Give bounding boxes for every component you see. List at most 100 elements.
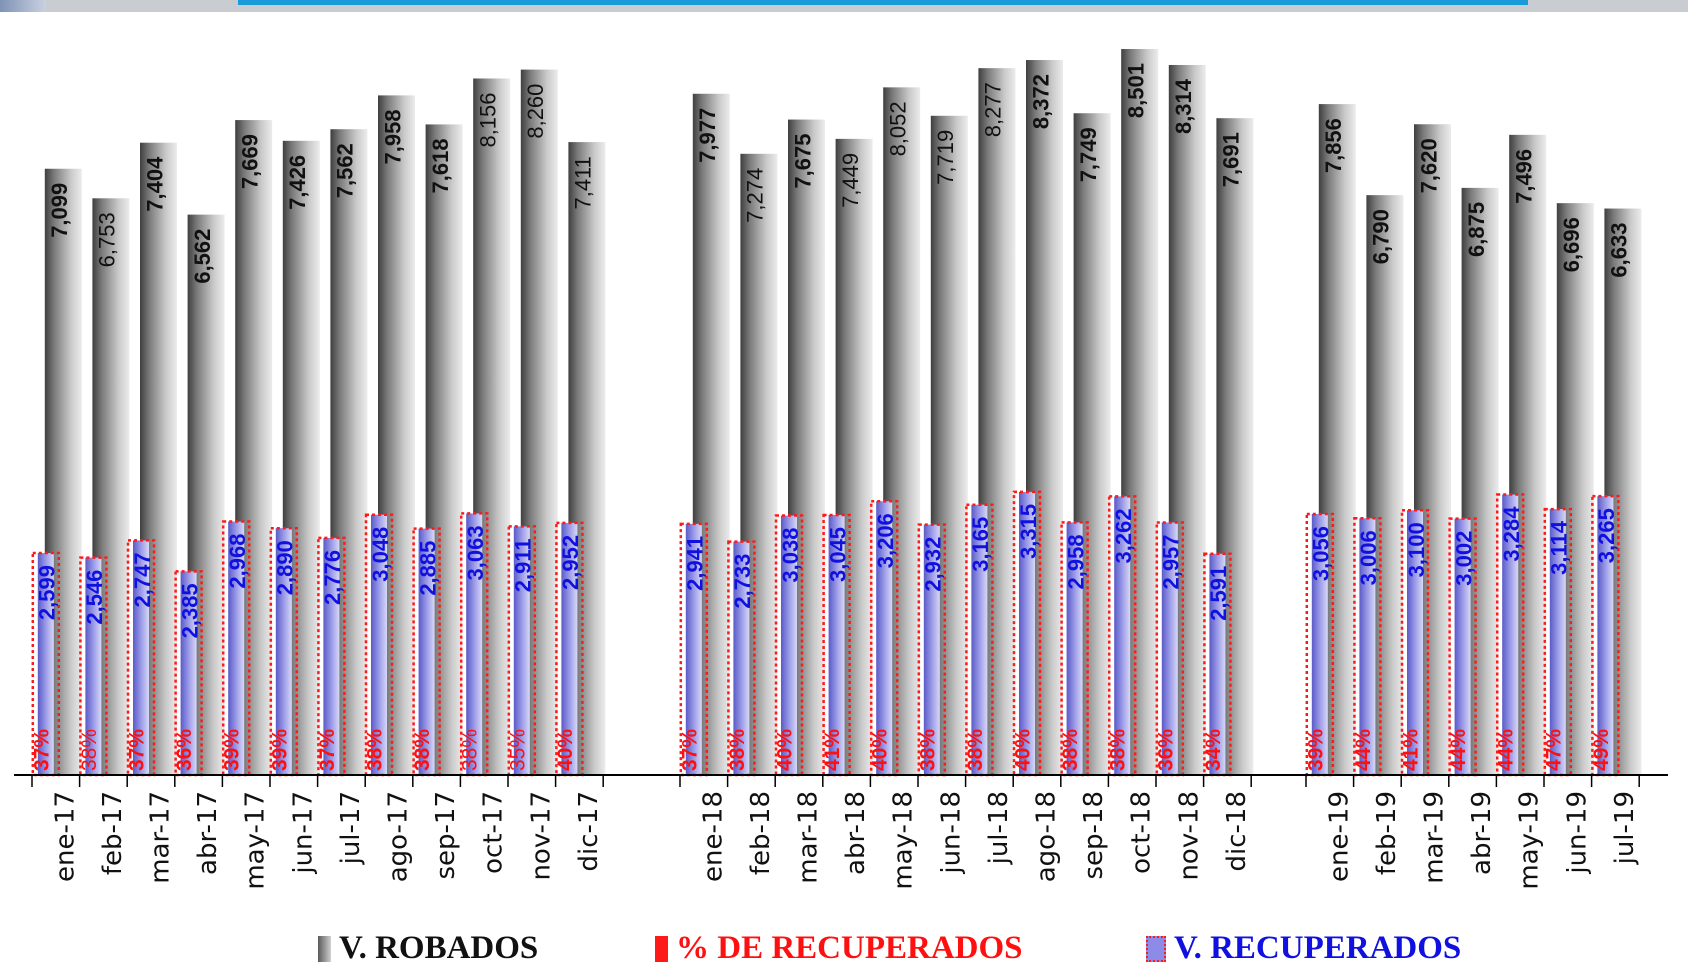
data-label-robados: 7,426 xyxy=(285,155,310,210)
legend-label-robados: V. ROBADOS xyxy=(339,930,539,966)
data-label-robados: 7,618 xyxy=(428,138,453,193)
bar-recuperados xyxy=(1161,522,1178,775)
data-label-pct: 40% xyxy=(774,729,797,771)
data-label-robados: 6,790 xyxy=(1369,209,1394,264)
data-label-pct: 44% xyxy=(1447,729,1470,771)
data-label-robados: 7,411 xyxy=(571,156,596,209)
x-tick-label: jul-17 xyxy=(336,791,366,865)
x-tick-label: sep-18 xyxy=(1079,791,1109,880)
bar-recuperados xyxy=(923,524,940,775)
data-label-recuperados: 3,114 xyxy=(1547,520,1572,575)
data-label-pct: 38% xyxy=(726,729,749,771)
data-label-recuperados: 2,733 xyxy=(730,554,755,609)
bar-recuperados xyxy=(685,523,702,775)
data-label-recuperados: 2,599 xyxy=(35,565,60,620)
x-tick-label: feb-18 xyxy=(746,791,776,875)
bar-recuperados xyxy=(275,528,292,775)
data-label-pct: 38% xyxy=(459,729,482,771)
bar-recuperados xyxy=(1311,514,1328,775)
bar-recuperados-outline xyxy=(221,520,251,777)
data-label-pct: 37% xyxy=(678,729,701,771)
bar-recuperados-outline xyxy=(774,514,804,777)
bars-layer xyxy=(31,49,1642,777)
data-label-recuperados: 2,591 xyxy=(1206,566,1231,621)
data-label-recuperados: 2,958 xyxy=(1063,534,1088,589)
x-tick-label: jun-17 xyxy=(288,791,318,875)
bar-recuperados-outline xyxy=(126,539,156,777)
bar-recuperados xyxy=(876,501,893,775)
data-label-robados: 6,696 xyxy=(1559,217,1584,272)
x-tick-label: mar-17 xyxy=(146,791,176,884)
bar-recuperados xyxy=(1549,509,1566,775)
bar-recuperados-outline xyxy=(269,526,299,777)
legend-swatch-recuperados xyxy=(1146,935,1166,962)
data-label-robados: 8,052 xyxy=(886,101,911,156)
data-label-pct: 39% xyxy=(221,729,244,771)
bar-recuperados xyxy=(828,514,845,775)
data-label-recuperados: 3,063 xyxy=(463,525,488,580)
bar-recuperados-outline xyxy=(555,521,584,777)
data-label-pct: 44% xyxy=(1352,729,1375,771)
x-tick-label: abr-19 xyxy=(1467,791,1497,875)
data-label-recuperados: 3,056 xyxy=(1309,526,1334,581)
data-label-pct: 38% xyxy=(916,729,939,771)
data-label-recuperados: 3,045 xyxy=(825,527,850,582)
data-label-recuperados: 3,038 xyxy=(778,528,803,583)
bar-recuperados-outline xyxy=(364,513,394,777)
data-label-robados: 7,620 xyxy=(1416,138,1441,193)
data-label-recuperados: 2,890 xyxy=(273,540,298,595)
data-label-recuperados: 2,968 xyxy=(225,534,250,589)
bar-recuperados xyxy=(1454,518,1471,775)
data-label-pct: 38% xyxy=(411,729,434,771)
data-label-robados: 7,404 xyxy=(142,156,167,212)
bar-recuperados xyxy=(1019,491,1035,775)
bar-recuperados-outline xyxy=(1107,495,1137,777)
x-tick-label: may-19 xyxy=(1515,791,1545,890)
data-label-robados: 6,562 xyxy=(190,229,215,284)
data-label-recuperados: 3,284 xyxy=(1499,506,1524,562)
data-label-recuperados: 2,957 xyxy=(1159,534,1184,589)
x-tick-label: jul-18 xyxy=(984,791,1014,865)
data-label-recuperados: 2,941 xyxy=(683,536,708,591)
x-tick-label: feb-19 xyxy=(1372,791,1402,875)
data-label-pct: 40% xyxy=(869,729,892,771)
bar-recuperados xyxy=(733,541,750,775)
data-label-recuperados: 2,952 xyxy=(558,535,583,590)
data-label-pct: 38% xyxy=(964,729,987,771)
data-label-pct: 41% xyxy=(1400,729,1423,771)
bar-recuperados xyxy=(371,514,387,775)
legend-swatch-pct xyxy=(655,935,668,962)
data-label-pct: 39% xyxy=(268,729,291,771)
data-label-pct: 37% xyxy=(30,729,53,771)
data-label-robados: 7,449 xyxy=(838,153,863,208)
x-tick-label: sep-17 xyxy=(431,791,461,880)
bar-recuperados-outline xyxy=(1012,490,1042,777)
bar-recuperados-outline xyxy=(822,513,851,777)
bar-recuperados xyxy=(1066,522,1083,775)
bar-recuperados-outline xyxy=(412,527,441,777)
data-label-robados: 7,274 xyxy=(743,168,768,223)
x-tick-label: jul-19 xyxy=(1610,791,1640,865)
data-label-pct: 37% xyxy=(316,729,339,771)
bar-recuperados xyxy=(513,526,530,775)
data-label-robados: 7,958 xyxy=(380,109,405,164)
data-label-robados: 7,691 xyxy=(1219,132,1244,187)
data-label-robados: 7,562 xyxy=(333,143,358,198)
x-tick-label: jun-18 xyxy=(936,791,966,875)
data-label-recuperados: 2,911 xyxy=(511,538,536,592)
data-label-robados: 7,749 xyxy=(1076,127,1101,182)
bar-recuperados xyxy=(37,553,54,775)
data-label-robados: 7,856 xyxy=(1321,118,1346,173)
data-label-robados: 7,719 xyxy=(933,130,958,185)
x-tick-label: ago-17 xyxy=(384,791,414,882)
data-label-robados: 8,277 xyxy=(981,82,1006,137)
bar-recuperados-outline xyxy=(1400,509,1430,777)
data-label-robados: 7,496 xyxy=(1512,149,1537,204)
data-label-recuperados: 3,165 xyxy=(968,517,993,572)
x-tick-label: feb-17 xyxy=(98,791,128,875)
bar-recuperados xyxy=(1359,518,1376,775)
data-label-pct: 36% xyxy=(173,729,196,771)
data-label-pct: 38% xyxy=(78,729,101,771)
legend-item-pct: % DE RECUPERADOS xyxy=(655,930,1023,967)
bar-recuperados xyxy=(85,557,102,775)
